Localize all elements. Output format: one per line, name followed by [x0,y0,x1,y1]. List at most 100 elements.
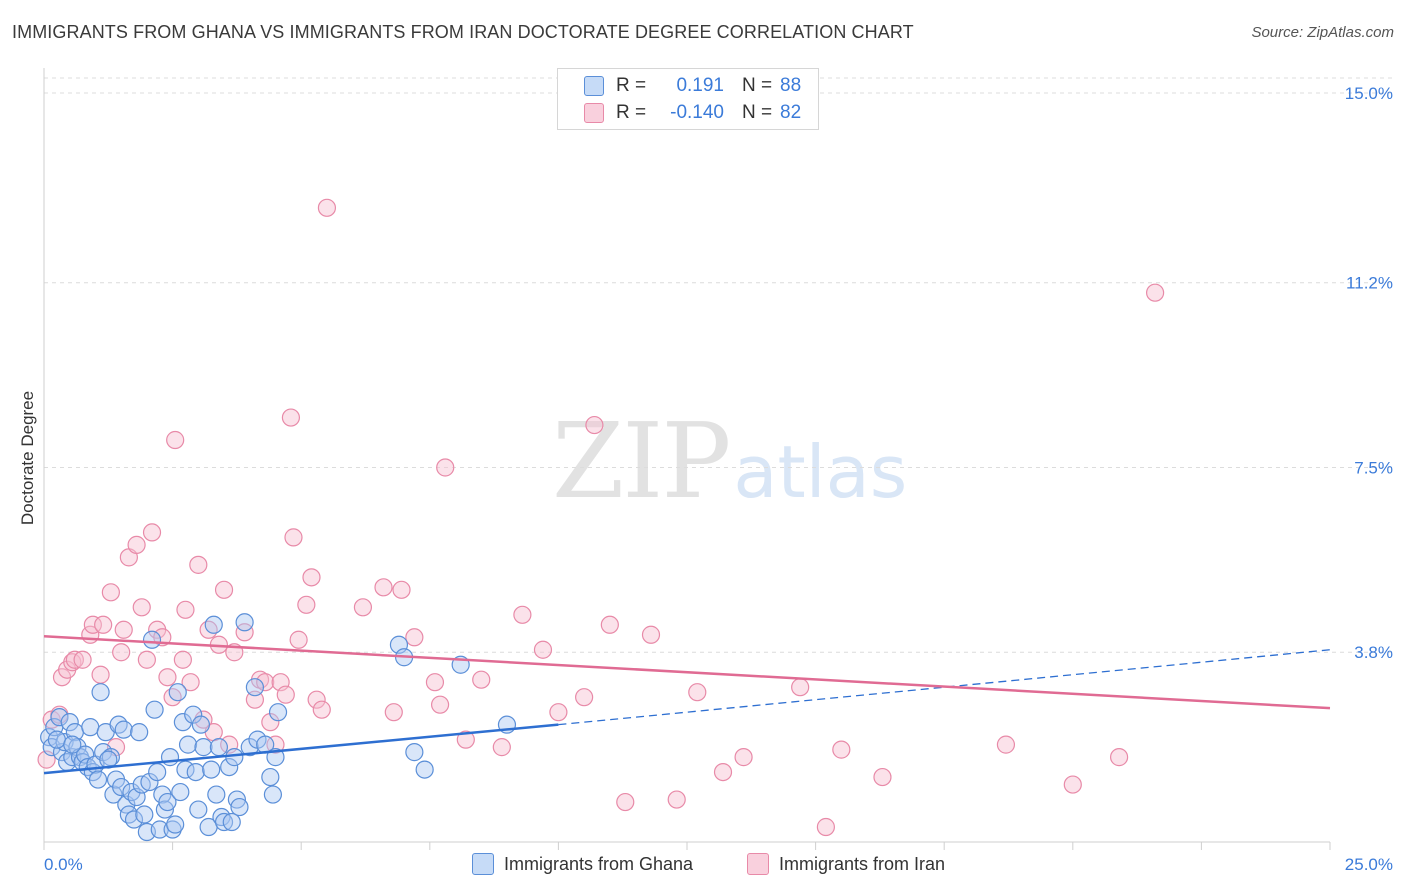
iran-point [166,430,185,450]
iran-point [176,600,195,619]
y-tick-label: 3.8% [1354,643,1393,662]
iran-point [297,595,316,614]
ghana-point [104,785,123,804]
legend-row-ghana: R = 0.191 N = 88 [584,74,801,98]
axes [43,68,1331,850]
ghana-point [240,738,259,757]
ghana-point [155,800,174,819]
iran-point [83,615,102,634]
iran-point [667,790,686,809]
iran-point [374,578,393,597]
ghana-point [60,713,79,732]
iran-point [436,458,455,477]
iran-point [91,665,110,684]
iran-point [276,685,295,704]
ghana-point [63,735,82,754]
iran-point [158,668,177,687]
grid-lines [44,77,1392,653]
ghana-point [148,762,167,782]
iran-point [405,628,424,647]
iran-point [430,695,450,714]
ghana-point [50,708,69,727]
n-label: N = [742,75,773,96]
iran-point [513,605,532,624]
iran-point [173,650,192,669]
ghana-point [88,770,108,789]
ghana-point [204,615,223,634]
iran-point [235,623,254,642]
iran-point [94,615,113,634]
ghana-point [91,683,110,702]
iran-r-value: -0.140 [670,102,724,123]
watermark: ZIPatlas [552,400,907,522]
iran-point [266,735,285,754]
n-label: N = [742,102,773,123]
ghana-point [145,700,164,719]
iran-point [245,690,265,709]
ghana-point [405,743,424,762]
iran-point [456,730,475,749]
iran-point [312,700,331,719]
iran-point [284,528,303,547]
ghana-point [207,785,226,804]
ghana-legend-swatch [472,853,494,875]
ghana-point [191,715,210,734]
ghana-legend-label: Immigrants from Ghana [504,853,694,874]
iran-point [189,555,208,574]
iran-swatch [584,103,604,123]
ghana-point [189,800,208,819]
iran-point [261,713,280,732]
ghana-point [245,678,265,697]
iran-point [317,198,337,217]
iran-point [641,625,661,644]
iran-point [616,792,635,812]
ghana-point [227,790,246,809]
iran-point [199,620,218,639]
ghana-point [109,715,128,734]
iran-point [585,415,604,435]
iran-point [1063,775,1082,794]
iran-point [688,683,707,702]
ghana-point [166,815,185,834]
tick-labels: 3.8% 7.5% 11.2% 15.0% 0.0% 25.0% [44,84,1393,874]
ghana-n-value: 88 [780,75,802,96]
x-tick-label: 25.0% [1345,855,1393,874]
iran-legend-swatch [747,853,769,875]
iran-point [112,643,131,662]
ghana-point [171,782,190,802]
trend-lines [43,635,1331,775]
ghana-point [163,820,182,839]
ghana-point [263,785,283,804]
iran-point [392,580,411,599]
iran-point [101,583,120,602]
iran-point [353,598,373,617]
ghana-point [119,805,138,824]
iran-point [832,740,851,759]
bottom-legend-iran: Immigrants from Iran [747,852,945,876]
r-label: R = [616,75,647,96]
ghana-point [112,777,131,797]
iran-point [289,630,308,649]
ghana-point [235,613,254,632]
ghana-point [168,683,187,702]
iran-point [996,735,1016,754]
ghana-point [268,703,288,722]
ghana-point [173,713,192,732]
ghana-point [214,812,234,832]
iran-point [575,688,594,707]
y-tick-label: 7.5% [1354,458,1393,477]
ghana-point [194,738,213,757]
iran-point [713,762,733,782]
ghana-point [178,735,198,754]
iran-point [734,748,753,767]
ghana-point [202,760,221,779]
ghana-point [415,760,434,779]
ghana-trend-line [43,723,559,775]
iran-point [302,568,321,587]
chart-title: IMMIGRANTS FROM GHANA VS IMMIGRANTS FROM… [12,22,914,42]
ghana-point [158,792,177,812]
ghana-point [142,630,162,649]
ghana-point [130,723,149,742]
ghana-point [122,782,141,802]
